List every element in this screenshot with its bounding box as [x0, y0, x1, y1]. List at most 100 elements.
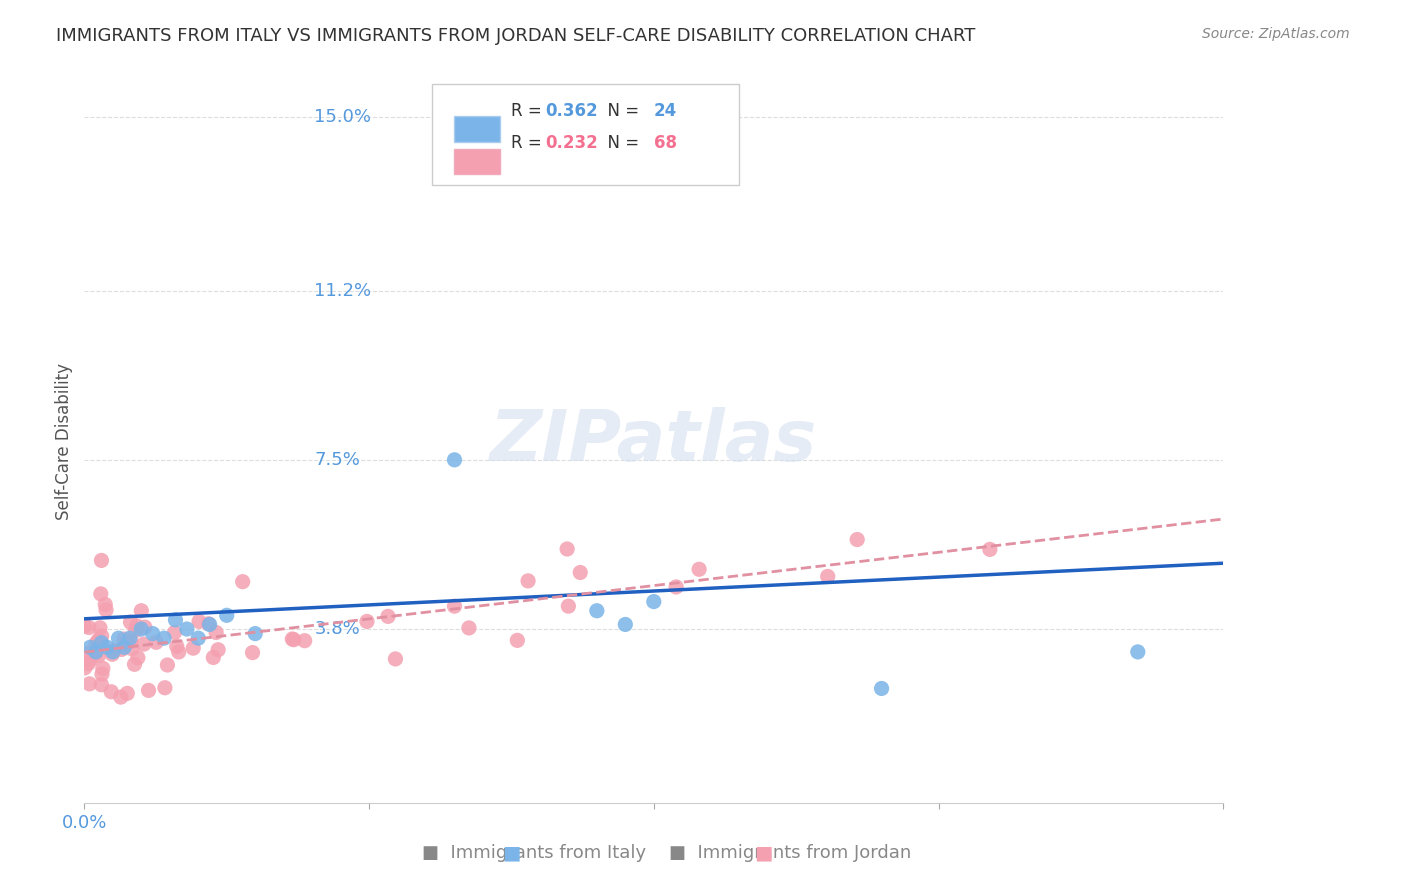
Point: [124, 657, 146, 672]
Point: [166, 640, 188, 654]
Text: N =: N =: [598, 134, 644, 153]
Y-axis label: Self-Care Disability: Self-Care Disability: [55, 363, 73, 520]
Point: [112, 640, 135, 655]
Point: [187, 631, 209, 645]
Point: [84, 636, 107, 650]
FancyBboxPatch shape: [432, 84, 740, 185]
Point: [283, 632, 305, 647]
Point: [215, 608, 238, 623]
Point: [294, 633, 316, 648]
Point: [132, 637, 155, 651]
Text: 24: 24: [654, 102, 678, 120]
Point: [90, 636, 112, 650]
Point: [163, 625, 186, 640]
Point: [205, 625, 228, 640]
Point: [181, 641, 204, 656]
Point: [870, 681, 893, 696]
Point: [121, 641, 143, 656]
Point: [156, 658, 179, 673]
Point: [110, 690, 132, 705]
Point: [111, 642, 134, 657]
Text: 7.5%: 7.5%: [315, 450, 360, 469]
Point: [80, 652, 103, 666]
Point: [94, 603, 117, 617]
Point: [979, 542, 1001, 557]
Point: [77, 657, 100, 671]
Point: [84, 647, 107, 661]
Point: [75, 647, 97, 661]
Text: ■  Immigrants from Italy: ■ Immigrants from Italy: [422, 845, 647, 863]
Point: [89, 621, 111, 635]
Point: [90, 629, 112, 643]
Point: [586, 604, 609, 618]
Point: [107, 631, 129, 645]
Point: [115, 636, 138, 650]
Text: IMMIGRANTS FROM ITALY VS IMMIGRANTS FROM JORDAN SELF-CARE DISABILITY CORRELATION: IMMIGRANTS FROM ITALY VS IMMIGRANTS FROM…: [56, 27, 976, 45]
Point: [281, 632, 304, 646]
Point: [127, 650, 149, 665]
Point: [103, 643, 125, 657]
Point: [131, 622, 153, 636]
Point: [1126, 645, 1149, 659]
Point: [134, 620, 156, 634]
Point: [506, 633, 529, 648]
Point: [377, 609, 399, 624]
Point: [90, 636, 112, 650]
Point: [688, 562, 710, 576]
Text: ZIPatlas: ZIPatlas: [491, 407, 817, 476]
Point: [142, 626, 165, 640]
Point: [145, 635, 167, 649]
Point: [138, 683, 160, 698]
Point: [90, 587, 112, 601]
Point: [569, 566, 592, 580]
Point: [202, 650, 225, 665]
Point: [232, 574, 254, 589]
Text: 15.0%: 15.0%: [315, 108, 371, 126]
Point: [73, 619, 96, 633]
Point: [90, 553, 112, 567]
Point: [79, 677, 101, 691]
Point: [643, 594, 665, 608]
Point: [73, 661, 96, 675]
Point: [90, 667, 112, 681]
Point: [117, 686, 139, 700]
Point: [79, 640, 101, 655]
Text: R =: R =: [512, 134, 547, 153]
Text: R =: R =: [512, 102, 547, 120]
Point: [100, 684, 122, 698]
Point: [614, 617, 637, 632]
Point: [356, 615, 378, 629]
Point: [91, 661, 114, 675]
Text: 0.362: 0.362: [546, 102, 598, 120]
Point: [242, 646, 264, 660]
Point: [96, 640, 118, 655]
Point: [153, 631, 176, 645]
Point: [120, 615, 142, 629]
Text: 11.2%: 11.2%: [315, 282, 371, 300]
Point: [120, 635, 142, 649]
Point: [846, 533, 869, 547]
Point: [207, 642, 229, 657]
Point: [101, 645, 124, 659]
Point: [90, 678, 112, 692]
Text: N =: N =: [598, 102, 644, 120]
Text: 0.232: 0.232: [546, 134, 599, 153]
Point: [153, 681, 176, 695]
Point: [87, 648, 110, 663]
Point: [131, 604, 153, 618]
Point: [118, 631, 141, 645]
Point: [176, 622, 198, 636]
Point: [557, 599, 579, 614]
Point: [188, 615, 211, 629]
Point: [87, 633, 110, 648]
Point: [165, 613, 187, 627]
Point: [77, 621, 100, 635]
Point: [458, 621, 481, 635]
Text: 68: 68: [654, 134, 676, 153]
Text: Source: ZipAtlas.com: Source: ZipAtlas.com: [1202, 27, 1350, 41]
Point: [101, 648, 124, 662]
Point: [517, 574, 540, 588]
Point: [167, 645, 190, 659]
Point: [443, 119, 465, 133]
FancyBboxPatch shape: [454, 117, 501, 142]
